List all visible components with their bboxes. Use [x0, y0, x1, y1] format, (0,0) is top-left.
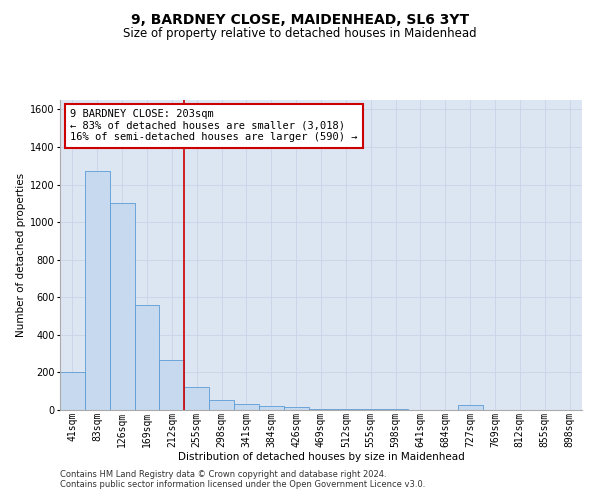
Bar — [234, 404, 259, 410]
Bar — [259, 406, 284, 410]
Text: Contains public sector information licensed under the Open Government Licence v3: Contains public sector information licen… — [60, 480, 425, 489]
Bar — [334, 409, 358, 410]
Text: Size of property relative to detached houses in Maidenhead: Size of property relative to detached ho… — [123, 28, 477, 40]
Bar — [209, 400, 234, 410]
Bar — [308, 409, 334, 410]
Bar — [134, 305, 160, 410]
Y-axis label: Number of detached properties: Number of detached properties — [16, 173, 26, 337]
Bar — [284, 407, 308, 410]
Bar — [184, 388, 209, 410]
Bar — [110, 204, 134, 410]
Text: Contains HM Land Registry data © Crown copyright and database right 2024.: Contains HM Land Registry data © Crown c… — [60, 470, 386, 479]
Bar — [160, 360, 184, 410]
Bar — [458, 406, 482, 410]
X-axis label: Distribution of detached houses by size in Maidenhead: Distribution of detached houses by size … — [178, 452, 464, 462]
Text: 9 BARDNEY CLOSE: 203sqm
← 83% of detached houses are smaller (3,018)
16% of semi: 9 BARDNEY CLOSE: 203sqm ← 83% of detache… — [70, 110, 358, 142]
Text: 9, BARDNEY CLOSE, MAIDENHEAD, SL6 3YT: 9, BARDNEY CLOSE, MAIDENHEAD, SL6 3YT — [131, 12, 469, 26]
Bar — [85, 172, 110, 410]
Bar — [60, 372, 85, 410]
